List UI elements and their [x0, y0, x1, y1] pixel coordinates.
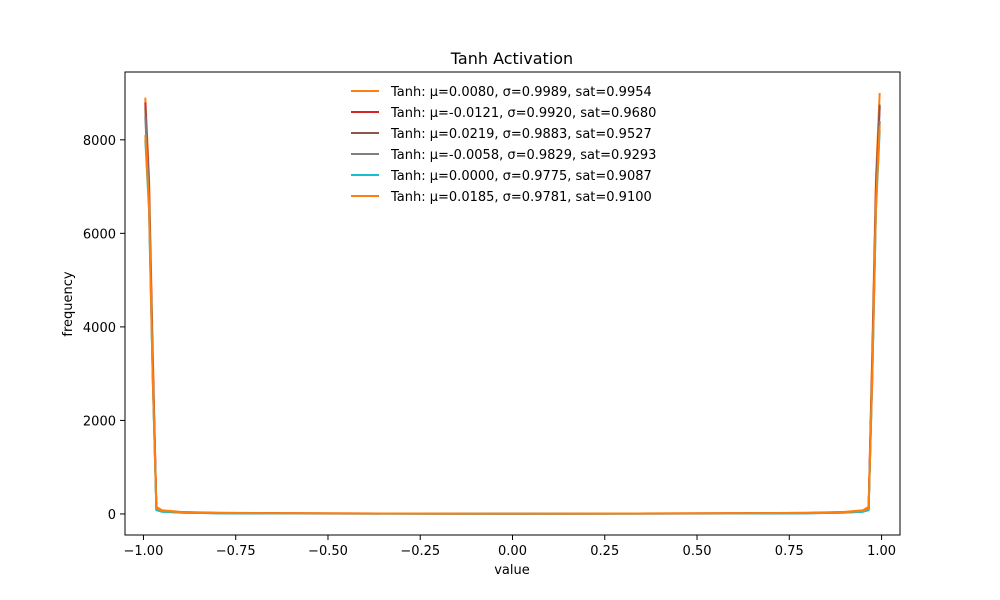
y-axis-label: frequency: [61, 271, 76, 337]
y-tick-label: 8000: [83, 134, 116, 149]
plot-area: [125, 72, 900, 535]
series-line-6: [144, 125, 881, 515]
y-axis-ticks: 0 2000 4000 6000 8000: [83, 134, 125, 523]
legend: Tanh: μ=0.0080, σ=0.9989, sat=0.9954 Tanh…: [351, 85, 656, 205]
legend-label-1: Tanh: μ=0.0080, σ=0.9989, sat=0.9954: [390, 85, 652, 100]
legend-label-5: Tanh: μ=0.0000, σ=0.9775, sat=0.9087: [390, 169, 652, 184]
x-tick-label: 0.50: [683, 544, 712, 559]
x-tick-label: 0.00: [498, 544, 527, 559]
x-tick-label: −0.50: [308, 544, 348, 559]
legend-label-6: Tanh: μ=0.0185, σ=0.9781, sat=0.9100: [390, 190, 652, 205]
x-axis-label: value: [494, 563, 530, 578]
x-axis-ticks: −1.00 −0.75 −0.50 −0.25 0.00 0.25 0.50 0.75 1.00: [124, 535, 896, 559]
legend-label-3: Tanh: μ=0.0219, σ=0.9883, sat=0.9527: [390, 127, 652, 142]
x-tick-label: 0.75: [775, 544, 804, 559]
y-tick-label: 6000: [83, 227, 116, 242]
x-tick-label: 1.00: [867, 544, 896, 559]
x-tick-label: −1.00: [124, 544, 164, 559]
x-tick-label: −0.75: [216, 544, 256, 559]
legend-label-4: Tanh: μ=-0.0058, σ=0.9829, sat=0.9293: [390, 148, 656, 163]
legend-label-2: Tanh: μ=-0.0121, σ=0.9920, sat=0.9680: [390, 106, 656, 121]
x-tick-label: −0.25: [400, 544, 440, 559]
y-tick-label: 2000: [83, 414, 116, 429]
y-tick-label: 4000: [83, 321, 116, 336]
x-tick-label: 0.25: [590, 544, 619, 559]
y-tick-label: 0: [108, 508, 116, 523]
chart-title: Tanh Activation: [450, 49, 573, 68]
series-layer: [144, 92, 881, 515]
